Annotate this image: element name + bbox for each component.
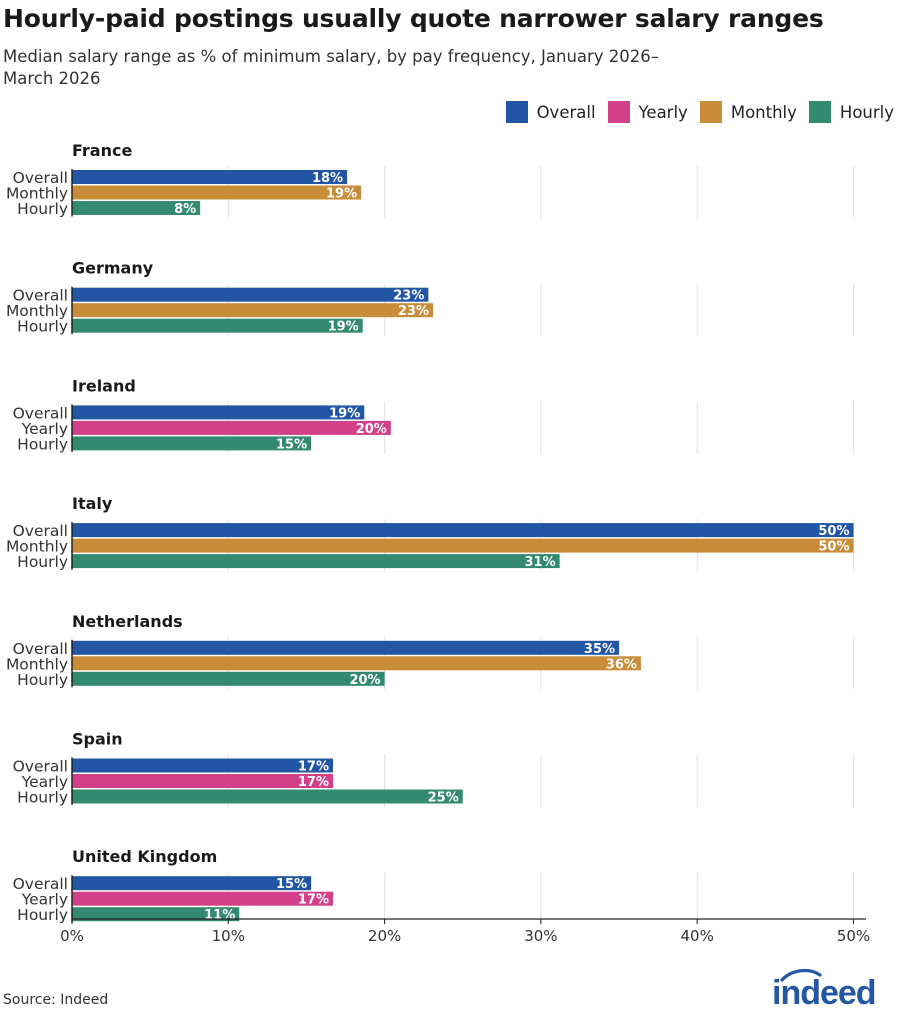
indeed-logo: indeed — [770, 966, 890, 1014]
logo-arc — [780, 969, 822, 982]
x-tick-label: 30% — [524, 927, 557, 945]
legend-label-yearly: Yearly — [638, 102, 688, 122]
bar-overall — [72, 523, 854, 538]
legend-swatch-overall — [505, 101, 528, 123]
category-label: Monthly — [6, 302, 68, 320]
data-label: 19% — [328, 320, 359, 335]
group-label: Spain — [72, 730, 123, 749]
x-tick-label: 0% — [60, 927, 84, 945]
bar-hourly — [72, 907, 240, 922]
bar-overall — [72, 758, 334, 773]
category-label: Overall — [13, 758, 68, 776]
data-label: 19% — [326, 187, 357, 202]
data-label: 35% — [584, 642, 615, 657]
bar-overall — [72, 287, 429, 302]
data-label: 20% — [356, 422, 387, 437]
data-label: 20% — [349, 673, 380, 688]
x-tick-label: 50% — [837, 927, 870, 945]
category-label: Hourly — [17, 789, 68, 807]
bar-hourly — [72, 201, 201, 215]
category-label: Hourly — [17, 435, 68, 453]
bar-hourly — [72, 436, 312, 451]
chart-subtitle: Median salary range as % of minimum sala… — [3, 47, 660, 88]
category-label: Yearly — [21, 420, 68, 438]
data-label: 23% — [393, 289, 424, 304]
legend-label-hourly: Hourly — [839, 102, 894, 122]
category-label: Monthly — [6, 538, 68, 556]
bar-overall — [72, 640, 620, 655]
category-label: Overall — [13, 640, 68, 658]
bar-hourly — [72, 318, 363, 333]
category-label: Overall — [13, 169, 68, 187]
legend-item-yearly: Yearly — [607, 101, 688, 123]
group-label: France — [72, 141, 132, 160]
bar-monthly — [72, 185, 362, 200]
data-label: 31% — [525, 555, 556, 570]
bar-monthly — [72, 656, 641, 671]
data-label: 50% — [818, 540, 849, 555]
bar-yearly — [72, 774, 334, 788]
group-label: Italy — [72, 494, 113, 513]
category-label: Hourly — [17, 200, 68, 218]
legend-swatch-hourly — [808, 101, 831, 123]
x-tick-label: 40% — [681, 927, 714, 945]
x-tick-label: 10% — [212, 927, 245, 945]
category-label: Monthly — [6, 185, 68, 203]
x-tick-label: 20% — [368, 927, 401, 945]
category-label: Yearly — [21, 891, 68, 909]
data-label: 50% — [818, 524, 849, 539]
category-label: Overall — [13, 875, 68, 893]
group-label: Germany — [72, 259, 154, 278]
legend-item-monthly: Monthly — [699, 101, 797, 123]
group-label: United Kingdom — [72, 847, 217, 866]
data-label: 25% — [428, 791, 459, 806]
category-label: Overall — [13, 522, 68, 540]
data-label: 23% — [398, 304, 429, 319]
data-label: 15% — [276, 877, 307, 892]
bar-overall — [72, 405, 365, 420]
category-label: Hourly — [17, 318, 68, 336]
data-label: 8% — [174, 202, 196, 217]
chart-title: Hourly-paid postings usually quote narro… — [3, 4, 824, 33]
legend-label-overall: Overall — [536, 102, 596, 122]
data-label: 19% — [329, 406, 360, 421]
bar-monthly — [72, 538, 854, 553]
bar-overall — [72, 876, 312, 891]
category-label: Hourly — [17, 553, 68, 571]
data-label: 17% — [298, 775, 329, 790]
data-label: 15% — [276, 437, 307, 452]
data-label: 17% — [298, 760, 329, 775]
bar-monthly — [72, 303, 434, 318]
bar-hourly — [72, 789, 463, 804]
data-label: 11% — [204, 908, 235, 923]
bar-yearly — [72, 891, 334, 906]
bar-hourly — [72, 671, 385, 686]
legend-item-overall: Overall — [505, 101, 596, 123]
bar-overall — [72, 170, 348, 184]
bar-hourly — [72, 554, 560, 569]
data-label: 17% — [298, 893, 329, 908]
source-note: Source: Indeed — [3, 992, 109, 1008]
legend-item-hourly: Hourly — [808, 101, 894, 123]
data-label: 36% — [606, 657, 637, 672]
legend-swatch-monthly — [699, 101, 722, 123]
category-label: Overall — [13, 404, 68, 422]
group-label: Ireland — [72, 376, 136, 395]
logo-wordmark: indeed — [772, 974, 876, 1010]
category-label: Hourly — [17, 906, 68, 924]
category-label: Monthly — [6, 655, 68, 673]
group-label: Netherlands — [72, 612, 183, 631]
legend-label-monthly: Monthly — [730, 102, 797, 122]
category-label: Yearly — [21, 773, 68, 791]
category-label: Overall — [13, 287, 68, 305]
legend: Overall Yearly Monthly Hourly — [505, 101, 894, 123]
bar-yearly — [72, 420, 391, 435]
category-label: Hourly — [17, 671, 68, 689]
legend-swatch-yearly — [607, 101, 630, 123]
data-label: 18% — [312, 171, 343, 186]
